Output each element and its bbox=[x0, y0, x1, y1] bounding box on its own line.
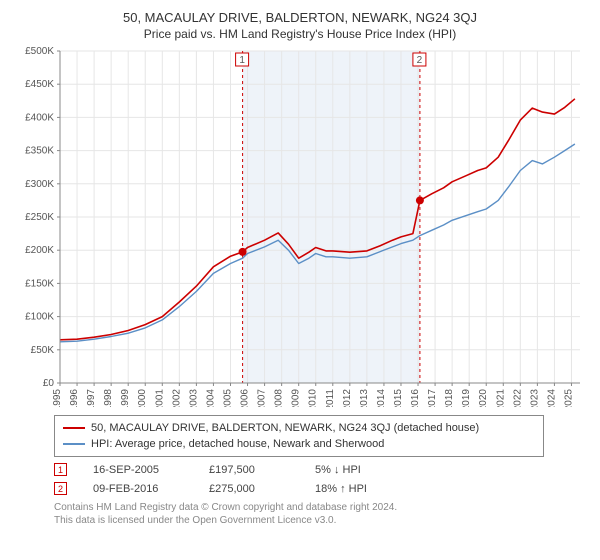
sale-date: 09-FEB-2016 bbox=[93, 483, 183, 495]
svg-text:2025: 2025 bbox=[563, 389, 574, 407]
svg-text:2: 2 bbox=[417, 55, 423, 66]
sale-diff: 5% ↓ HPI bbox=[315, 464, 405, 476]
svg-text:2019: 2019 bbox=[461, 389, 472, 407]
svg-text:2001: 2001 bbox=[154, 389, 165, 407]
legend-item: HPI: Average price, detached house, Newa… bbox=[63, 436, 535, 452]
chart-svg: £0 £50K £100K £150K £200K £250K £300K £350K £400… bbox=[16, 47, 586, 407]
svg-text:2006: 2006 bbox=[240, 389, 251, 407]
svg-text:2020: 2020 bbox=[478, 389, 489, 407]
svg-text:£150K: £150K bbox=[25, 278, 54, 289]
legend-item: 50, MACAULAY DRIVE, BALDERTON, NEWARK, N… bbox=[63, 420, 535, 436]
svg-text:2021: 2021 bbox=[495, 389, 506, 407]
svg-text:2009: 2009 bbox=[291, 389, 302, 407]
svg-text:2016: 2016 bbox=[410, 389, 421, 407]
footnote: Contains HM Land Registry data © Crown c… bbox=[54, 501, 584, 527]
sale-marker-num: 1 bbox=[58, 465, 63, 475]
svg-text:2015: 2015 bbox=[393, 389, 404, 407]
sale-price: £197,500 bbox=[209, 464, 289, 476]
sale-price: £275,000 bbox=[209, 483, 289, 495]
svg-text:2003: 2003 bbox=[188, 389, 199, 407]
legend-swatch bbox=[63, 443, 85, 445]
legend-label: 50, MACAULAY DRIVE, BALDERTON, NEWARK, N… bbox=[91, 420, 479, 436]
svg-text:£50K: £50K bbox=[31, 345, 55, 356]
chart-subtitle: Price paid vs. HM Land Registry's House … bbox=[10, 27, 590, 41]
svg-text:2013: 2013 bbox=[359, 389, 370, 407]
svg-text:£200K: £200K bbox=[25, 245, 54, 256]
sale-row: 1 16-SEP-2005 £197,500 5% ↓ HPI bbox=[54, 463, 584, 476]
svg-text:£100K: £100K bbox=[25, 312, 54, 323]
svg-text:2024: 2024 bbox=[546, 389, 557, 407]
svg-text:£500K: £500K bbox=[25, 47, 54, 57]
plot-area: £0 £50K £100K £150K £200K £250K £300K £350K £400… bbox=[16, 47, 586, 407]
sale-marker-num: 2 bbox=[58, 484, 63, 494]
svg-text:2000: 2000 bbox=[137, 389, 148, 407]
svg-text:£300K: £300K bbox=[25, 179, 54, 190]
svg-text:£0: £0 bbox=[43, 378, 55, 389]
svg-text:£450K: £450K bbox=[25, 79, 54, 90]
svg-text:2022: 2022 bbox=[512, 389, 523, 407]
sale-row: 2 09-FEB-2016 £275,000 18% ↑ HPI bbox=[54, 482, 584, 495]
legend-label: HPI: Average price, detached house, Newa… bbox=[91, 436, 384, 452]
sale-marker: 1 bbox=[54, 463, 67, 476]
svg-text:£250K: £250K bbox=[25, 212, 54, 223]
svg-text:2004: 2004 bbox=[205, 389, 216, 407]
svg-text:2023: 2023 bbox=[529, 389, 540, 407]
svg-text:2014: 2014 bbox=[376, 389, 387, 407]
footnote-line: Contains HM Land Registry data © Crown c… bbox=[54, 501, 584, 514]
svg-text:1: 1 bbox=[239, 55, 245, 66]
svg-text:2012: 2012 bbox=[342, 389, 353, 407]
sales-table: 1 16-SEP-2005 £197,500 5% ↓ HPI 2 09-FEB… bbox=[54, 463, 584, 495]
svg-text:1995: 1995 bbox=[52, 389, 63, 407]
sale-marker: 2 bbox=[54, 482, 67, 495]
chart-container: 50, MACAULAY DRIVE, BALDERTON, NEWARK, N… bbox=[0, 0, 600, 527]
svg-text:£400K: £400K bbox=[25, 112, 54, 123]
sale-diff: 18% ↑ HPI bbox=[315, 483, 405, 495]
footnote-line: This data is licensed under the Open Gov… bbox=[54, 514, 584, 527]
svg-text:1998: 1998 bbox=[103, 389, 114, 407]
svg-text:£350K: £350K bbox=[25, 146, 54, 157]
svg-text:2005: 2005 bbox=[222, 389, 233, 407]
legend-swatch bbox=[63, 427, 85, 429]
svg-text:2010: 2010 bbox=[308, 389, 319, 407]
svg-text:2018: 2018 bbox=[444, 389, 455, 407]
sale-date: 16-SEP-2005 bbox=[93, 464, 183, 476]
svg-text:1999: 1999 bbox=[120, 389, 131, 407]
svg-text:2002: 2002 bbox=[171, 389, 182, 407]
svg-text:2007: 2007 bbox=[257, 389, 268, 407]
svg-text:1996: 1996 bbox=[69, 389, 80, 407]
svg-text:2017: 2017 bbox=[427, 389, 438, 407]
chart-title: 50, MACAULAY DRIVE, BALDERTON, NEWARK, N… bbox=[10, 10, 590, 25]
legend: 50, MACAULAY DRIVE, BALDERTON, NEWARK, N… bbox=[54, 415, 544, 457]
svg-text:1997: 1997 bbox=[86, 389, 97, 407]
svg-text:2011: 2011 bbox=[325, 389, 336, 407]
svg-text:2008: 2008 bbox=[274, 389, 285, 407]
